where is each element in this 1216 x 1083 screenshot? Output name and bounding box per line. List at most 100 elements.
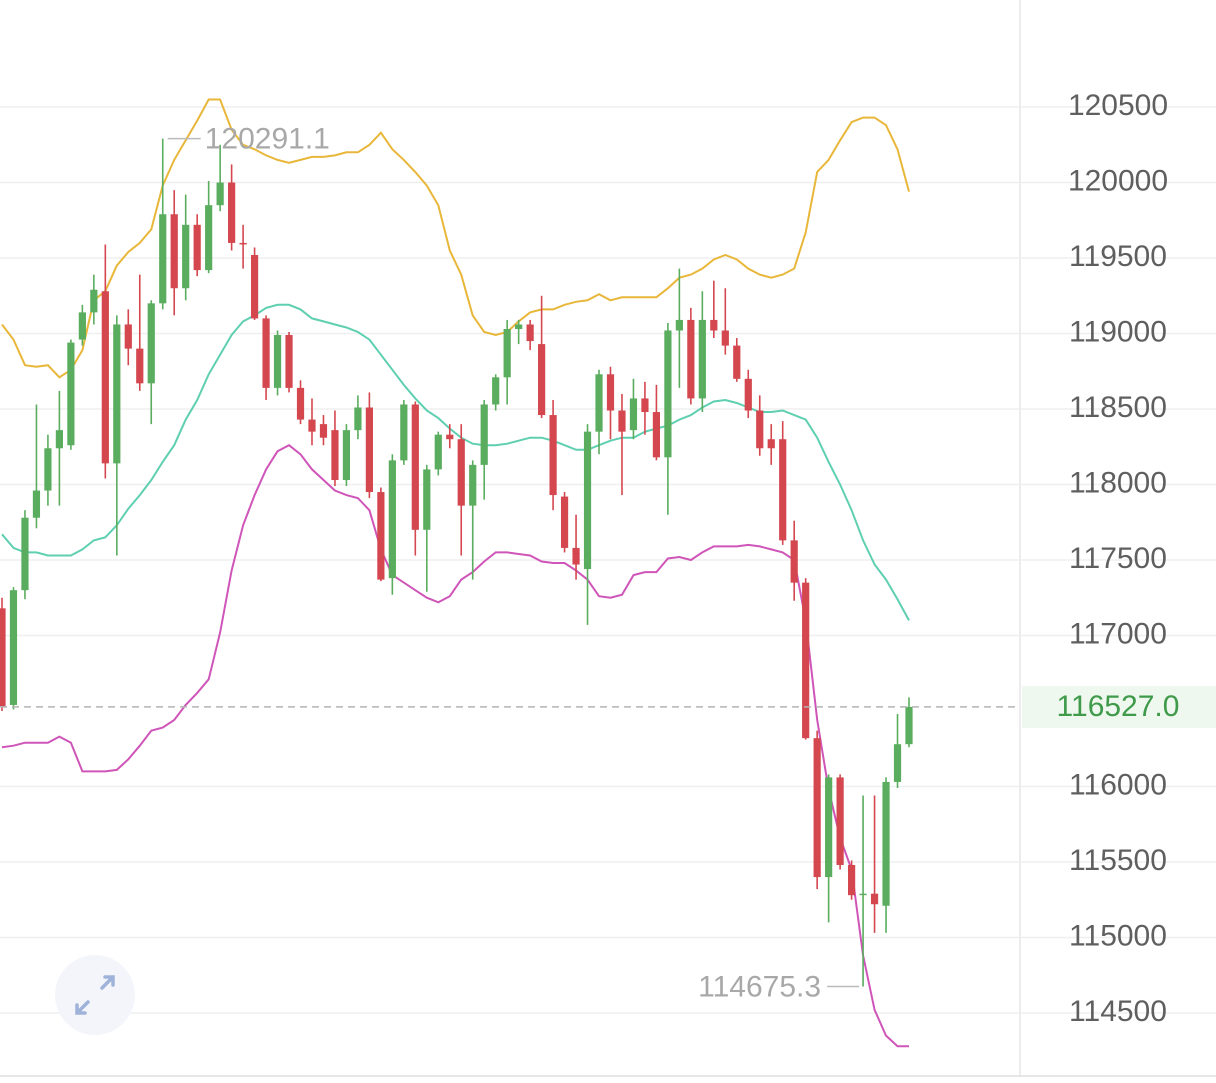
candle-body	[767, 439, 775, 449]
candle-body	[756, 410, 764, 449]
candle-body	[733, 345, 741, 379]
candle-body	[652, 412, 661, 458]
y-tick-label: 119500	[1069, 240, 1167, 273]
candle-body	[641, 398, 649, 413]
candle-body	[859, 893, 867, 896]
candle-body	[790, 540, 798, 583]
candle-body	[802, 582, 810, 739]
candle-body	[136, 348, 144, 384]
y-tick-label: 114500	[1069, 995, 1167, 1028]
candle-body	[377, 492, 385, 580]
y-tick-label: 117000	[1069, 617, 1167, 650]
candle-body	[159, 214, 167, 304]
candle-body	[698, 319, 706, 399]
y-tick-label: 115500	[1069, 844, 1167, 877]
candle-body	[21, 517, 29, 591]
candle-body	[9, 590, 18, 705]
candle-body	[354, 407, 362, 431]
band-line	[1, 444, 909, 1048]
candle-body	[147, 303, 155, 384]
expand-icon[interactable]	[75, 975, 115, 1015]
candle-body	[78, 312, 86, 340]
candle-body	[664, 330, 672, 458]
y-tick-label: 120000	[1068, 164, 1168, 197]
candle-body	[721, 330, 729, 346]
y-tick-label: 116000	[1069, 768, 1167, 801]
candle-body	[779, 439, 787, 541]
y-tick-label: 118500	[1069, 391, 1167, 424]
high-label: 120291.1	[205, 123, 330, 156]
y-tick-label: 115000	[1069, 919, 1167, 952]
candle-body	[423, 469, 431, 530]
candle-body	[606, 374, 615, 411]
candle-body	[492, 377, 500, 405]
candle-body	[32, 490, 41, 518]
candle-body	[400, 404, 408, 461]
candle-body	[595, 374, 603, 432]
candle-body	[273, 335, 282, 388]
low-label: 114675.3	[698, 970, 821, 1003]
candle-body	[228, 182, 236, 243]
candle-body	[170, 214, 178, 289]
expand-button[interactable]	[55, 955, 135, 1035]
candle-body	[113, 324, 121, 464]
candle-body	[538, 344, 546, 416]
candle-body	[629, 398, 638, 431]
candle-body	[526, 324, 534, 342]
candle-body	[296, 387, 305, 420]
candle-body	[457, 439, 465, 506]
candle-body	[583, 431, 592, 570]
candle-body	[469, 464, 477, 506]
last-price-label: 116527.0	[1057, 690, 1180, 723]
candle-body	[365, 407, 373, 493]
candle-body	[572, 547, 580, 565]
candle-body	[342, 430, 351, 480]
candle-body	[67, 342, 75, 446]
labels: 120500 120000 119500 119000 118500 118000 1175…	[0, 89, 1216, 1028]
candle-body	[480, 404, 488, 465]
candle-body	[331, 430, 339, 480]
candle-body	[710, 319, 718, 331]
candle-body	[0, 608, 6, 707]
candle-body	[618, 410, 626, 432]
candle-body	[515, 324, 523, 329]
candle-body	[262, 318, 270, 388]
candle-body	[836, 777, 844, 865]
candle-body	[893, 744, 902, 782]
candle-body	[847, 864, 856, 896]
candle-body	[813, 738, 821, 878]
candle-body	[193, 224, 201, 271]
y-tick-label: 117500	[1069, 542, 1167, 575]
candle-body	[870, 893, 879, 905]
candle-body	[503, 328, 511, 378]
candle-body	[905, 706, 913, 745]
candle-body	[549, 415, 557, 496]
candle-body	[411, 404, 419, 530]
candle-body	[687, 319, 695, 399]
candle-body	[55, 430, 64, 449]
candle-body	[319, 424, 328, 438]
candle-body	[308, 419, 316, 432]
candle-body	[250, 255, 259, 319]
candle-body	[124, 324, 132, 349]
candle-body	[90, 289, 98, 313]
expand-bg[interactable]	[55, 955, 135, 1035]
band-line	[1, 98, 910, 379]
candle-body	[239, 242, 247, 245]
y-tick-label: 120500	[1068, 89, 1168, 122]
candle-body	[285, 335, 293, 388]
candle-body	[446, 434, 454, 440]
last-price-bg	[1022, 685, 1216, 728]
candle-body	[216, 182, 224, 206]
candle-body	[560, 496, 569, 548]
candle-body	[744, 378, 752, 411]
candle-body	[434, 434, 442, 470]
candle-body	[882, 781, 890, 906]
candle-body	[44, 448, 52, 491]
candle-body	[182, 224, 190, 289]
candle-body	[205, 205, 213, 271]
plot	[0, 98, 913, 1048]
candle-body	[675, 319, 683, 331]
y-tick-label: 118000	[1069, 466, 1167, 499]
